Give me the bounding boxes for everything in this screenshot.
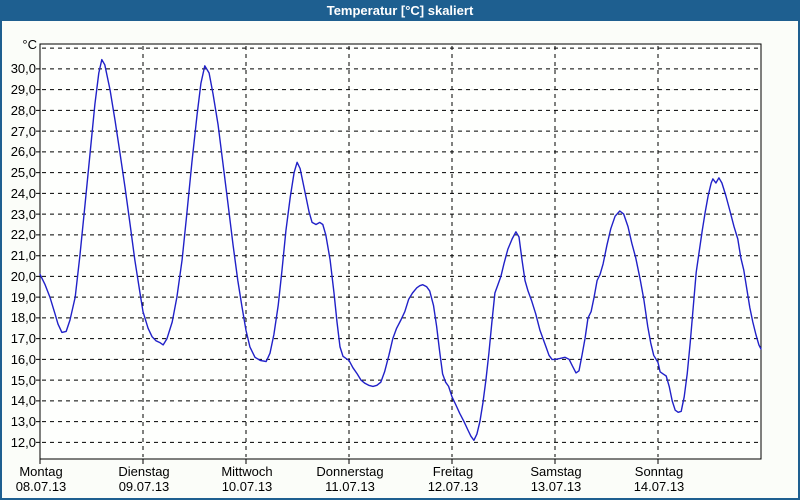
window-title: Temperatur [°C] skaliert xyxy=(326,3,474,18)
y-axis-tick-label: 27,0 xyxy=(10,123,36,139)
y-axis-unit-label: °C xyxy=(22,37,37,52)
x-axis-day-label: Sonntag xyxy=(634,464,684,479)
y-axis-tick-label: 29,0 xyxy=(10,82,36,98)
y-axis-tick-label: 18,0 xyxy=(10,310,36,326)
y-axis-tick-label: 26,0 xyxy=(10,144,36,160)
y-axis-tick-label: 12,0 xyxy=(10,434,36,450)
x-axis-day-label: Donnerstag xyxy=(316,464,384,479)
y-axis-tick-label: 30,0 xyxy=(10,61,36,77)
y-axis-tick-label: 23,0 xyxy=(10,206,36,222)
y-axis-tick-label: 20,0 xyxy=(10,268,36,284)
y-axis-tick-label: 17,0 xyxy=(10,331,36,347)
x-axis-date-label: 08.07.13 xyxy=(15,479,67,494)
plot-border xyxy=(39,43,762,460)
y-axis-tick-label: 25,0 xyxy=(10,165,36,181)
window-titlebar: Temperatur [°C] skaliert xyxy=(0,0,800,21)
x-axis-date-label: 12.07.13 xyxy=(427,479,479,494)
x-axis-date-label: 11.07.13 xyxy=(325,479,375,494)
y-axis-tick-label: 14,0 xyxy=(10,393,36,409)
x-axis-day-label: Montag xyxy=(19,464,63,479)
temperature-series-line xyxy=(39,58,762,441)
y-axis-tick-label: 24,0 xyxy=(10,185,36,201)
y-axis-tick-label: 28,0 xyxy=(10,102,36,118)
y-axis-tick-label: 13,0 xyxy=(10,414,36,430)
x-axis-date-label: 10.07.13 xyxy=(221,479,273,494)
x-axis-day-label: Mittwoch xyxy=(221,464,273,479)
y-axis-tick-label: 19,0 xyxy=(10,289,36,305)
y-axis-tick-label: 15,0 xyxy=(10,372,36,388)
axis-tick-marks xyxy=(36,68,659,464)
x-axis-date-label: 13.07.13 xyxy=(530,479,582,494)
x-axis-day-label: Freitag xyxy=(432,464,474,479)
x-axis-date-label: 14.07.13 xyxy=(633,479,685,494)
x-axis-day-label: Samstag xyxy=(530,464,582,479)
x-axis-day-label: Dienstag xyxy=(118,464,170,479)
y-axis-tick-label: 21,0 xyxy=(10,248,36,264)
y-axis-tick-label: 22,0 xyxy=(10,227,36,243)
y-axis-tick-label: 16,0 xyxy=(10,351,36,367)
x-axis-date-label: 09.07.13 xyxy=(118,479,170,494)
plot-area xyxy=(40,44,761,459)
